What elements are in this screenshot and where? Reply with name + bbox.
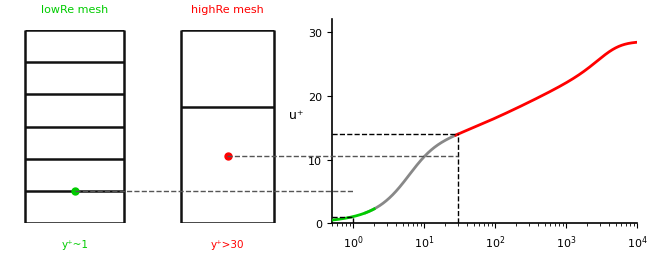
Text: lowRe mesh: lowRe mesh (41, 5, 109, 15)
X-axis label: y⁺: y⁺ (477, 252, 491, 254)
Text: y⁺>30: y⁺>30 (211, 239, 244, 249)
Y-axis label: u⁺: u⁺ (289, 109, 304, 122)
Text: highRe mesh: highRe mesh (191, 5, 264, 15)
Text: y⁺~1: y⁺~1 (61, 239, 88, 249)
